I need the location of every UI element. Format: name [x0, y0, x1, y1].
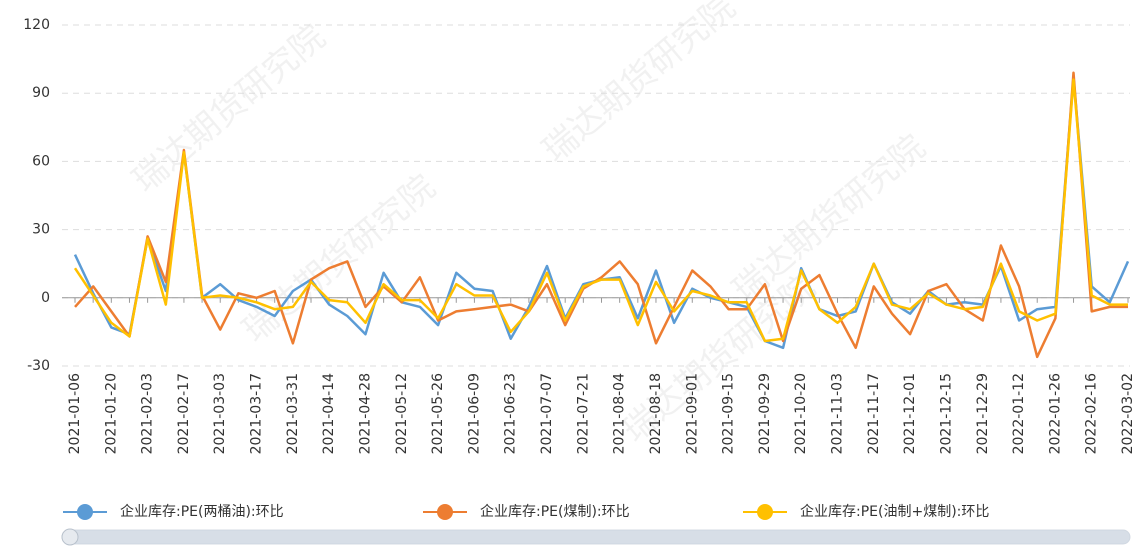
x-tick-label: 2021-07-21: [575, 373, 591, 454]
x-tick-label: 2021-09-15: [721, 373, 737, 454]
x-tick-label: 2021-05-12: [394, 373, 410, 454]
scrollbar-thumb[interactable]: [62, 530, 1130, 544]
x-tick-label: 2021-01-06: [67, 373, 83, 454]
x-tick-label: 2021-11-17: [866, 373, 882, 454]
legend-label: 企业库存:PE(两桶油):环比: [120, 503, 284, 520]
legend-label: 企业库存:PE(油制+煤制):环比: [800, 503, 989, 520]
legend-marker: [757, 504, 773, 520]
legend-marker: [77, 504, 93, 520]
watermark: 瑞达期货研究院: [725, 127, 933, 311]
watermark: 瑞达期货研究院: [535, 0, 743, 171]
x-tick-label: 2022-02-16: [1084, 373, 1100, 454]
x-tick-label: 2021-05-26: [430, 373, 446, 454]
scrollbar-handle[interactable]: [61, 528, 79, 546]
x-tick-label: 2021-07-07: [539, 373, 555, 454]
x-tick-label: 2021-03-03: [212, 373, 228, 454]
x-tick-label: 2021-12-29: [975, 373, 991, 454]
watermark: 瑞达期货研究院: [125, 17, 333, 201]
x-tick-label: 2021-02-03: [140, 373, 156, 454]
x-tick-label: 2021-12-01: [902, 373, 918, 454]
x-tick-label: 2021-03-17: [249, 373, 265, 454]
x-tick-label: 2021-09-01: [684, 373, 700, 454]
x-tick-label: 2022-03-02: [1120, 373, 1134, 454]
x-tick-label: 2021-10-20: [793, 373, 809, 454]
x-tick-label: 2021-02-17: [176, 373, 192, 454]
x-tick-label: 2021-09-29: [757, 373, 773, 454]
series-line: [73, 78, 1128, 343]
y-tick-label: -30: [27, 358, 50, 374]
x-tick-label: 2021-12-15: [938, 373, 954, 454]
legend-label: 企业库存:PE(煤制):环比: [480, 503, 630, 520]
series-line: [74, 71, 1128, 359]
x-tick-label: 2022-01-26: [1047, 373, 1063, 454]
y-tick-label: 0: [41, 290, 50, 306]
x-tick-label: 2021-08-18: [648, 373, 664, 454]
x-tick-label: 2021-06-09: [466, 373, 482, 454]
y-tick-label: 90: [32, 85, 50, 101]
x-tick-label: 2021-08-04: [612, 373, 628, 454]
x-tick-label: 2021-11-03: [830, 373, 846, 454]
x-tick-label: 2021-03-31: [285, 373, 301, 454]
x-tick-label: 2022-01-12: [1011, 373, 1027, 454]
x-tick-label: 2021-04-14: [321, 373, 337, 454]
legend-marker: [437, 504, 453, 520]
y-tick-label: 30: [32, 222, 50, 238]
x-tick-label: 2021-01-20: [103, 373, 119, 454]
y-tick-label: 120: [23, 17, 50, 33]
x-tick-label: 2021-06-23: [503, 373, 519, 454]
y-tick-label: 60: [32, 153, 50, 169]
x-tick-label: 2021-04-28: [357, 373, 373, 454]
watermark: 瑞达期货研究院: [235, 167, 443, 351]
